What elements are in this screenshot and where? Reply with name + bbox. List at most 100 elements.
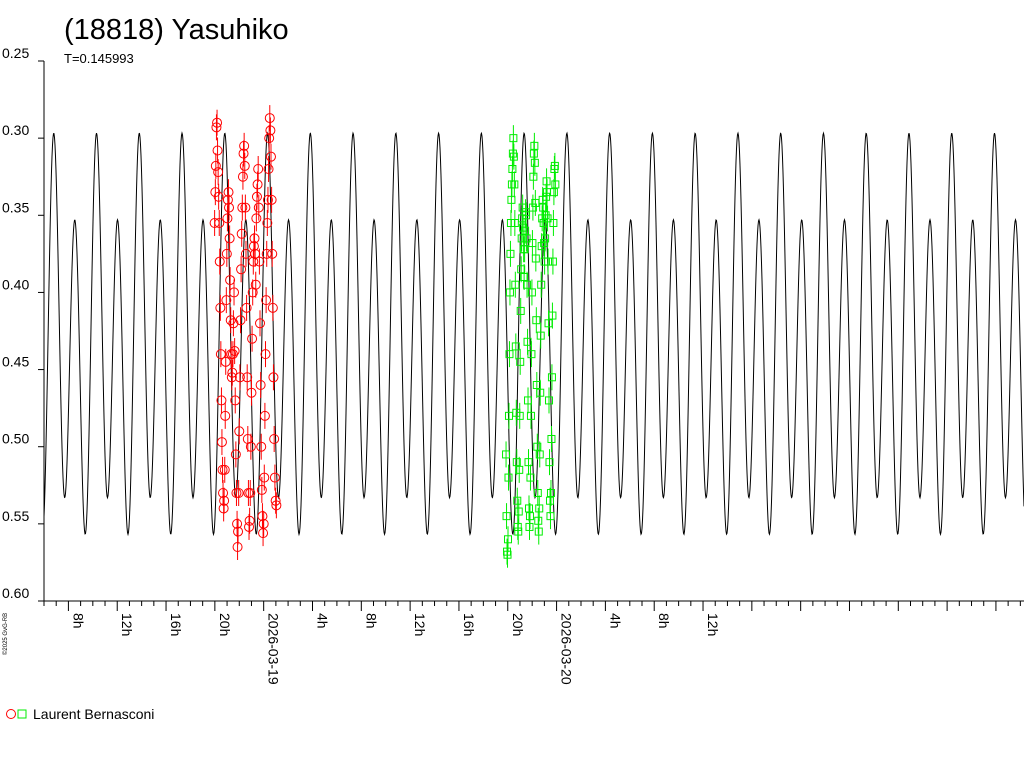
data-point-square bbox=[504, 473, 513, 482]
x-tick-label: 4h bbox=[314, 613, 330, 629]
legend: Laurent Bernasconi bbox=[6, 706, 154, 722]
data-point-square bbox=[532, 316, 541, 325]
data-point-square bbox=[514, 527, 523, 536]
x-tick-label: 20h bbox=[510, 613, 526, 636]
data-point-square bbox=[547, 373, 556, 382]
data-point-square bbox=[526, 411, 535, 420]
data-point-circle bbox=[215, 302, 226, 313]
data-point-circle bbox=[232, 518, 243, 529]
data-point-square bbox=[527, 288, 536, 297]
data-point-circle bbox=[251, 213, 262, 224]
data-point-square bbox=[524, 396, 533, 405]
data-point-square bbox=[546, 489, 555, 497]
x-tick-label: 2026-03-19 bbox=[266, 613, 282, 685]
data-point-square bbox=[536, 331, 545, 340]
x-tick-label: 16h bbox=[168, 613, 184, 636]
y-tick-label: 0.45 bbox=[2, 354, 29, 370]
data-point-circle bbox=[255, 318, 266, 329]
data-point-square bbox=[530, 141, 539, 150]
data-point-circle bbox=[267, 248, 278, 259]
data-point-circle bbox=[250, 279, 261, 290]
data-point-square bbox=[521, 226, 530, 235]
data-point-square bbox=[533, 442, 542, 451]
legend-circle-marker bbox=[6, 709, 16, 719]
data-point-circle bbox=[214, 218, 225, 228]
data-point-circle bbox=[230, 395, 241, 406]
data-point-circle bbox=[212, 145, 223, 156]
data-point-square bbox=[536, 388, 545, 397]
data-point-circle bbox=[253, 202, 264, 213]
data-point-circle bbox=[260, 349, 271, 360]
data-point-circle bbox=[269, 434, 280, 444]
data-point-circle bbox=[259, 410, 270, 421]
data-point-square bbox=[523, 280, 532, 289]
data-point-circle bbox=[222, 194, 233, 205]
data-point-circle bbox=[214, 256, 225, 267]
data-point-circle bbox=[261, 295, 272, 306]
data-point-square bbox=[509, 134, 518, 143]
data-point-circle bbox=[262, 194, 273, 205]
data-point-square bbox=[551, 180, 560, 189]
data-point-circle bbox=[246, 387, 257, 398]
x-tick-label: 12h bbox=[705, 613, 721, 636]
data-point-circle bbox=[224, 202, 235, 213]
data-point-square bbox=[543, 214, 552, 223]
data-point-circle bbox=[253, 164, 264, 174]
data-point-circle bbox=[269, 472, 280, 483]
data-point-circle bbox=[270, 495, 281, 506]
x-tick-label: 2026-03-20 bbox=[559, 613, 575, 685]
data-point-circle bbox=[227, 349, 238, 360]
data-point-circle bbox=[255, 380, 266, 390]
data-point-circle bbox=[210, 160, 221, 171]
data-point-square bbox=[545, 396, 554, 405]
y-axis: 0.25 0.30 0.35 0.40 0.45 0.50 0.55 0.60 bbox=[2, 45, 45, 602]
data-point-circle bbox=[256, 441, 267, 452]
data-point-circle bbox=[222, 213, 233, 224]
data-point-circle bbox=[242, 372, 253, 383]
data-point-circle bbox=[219, 464, 230, 475]
data-point-square bbox=[509, 152, 518, 161]
data-point-circle bbox=[258, 518, 269, 529]
data-point-square bbox=[504, 535, 513, 544]
data-point-circle bbox=[233, 488, 244, 498]
data-point-square bbox=[505, 288, 514, 297]
y-tick-label: 0.30 bbox=[2, 122, 29, 138]
data-point-square bbox=[505, 350, 514, 359]
data-point-circle bbox=[228, 318, 239, 329]
data-point-circle bbox=[225, 275, 236, 286]
data-point-square bbox=[517, 265, 526, 274]
data-point-square bbox=[526, 473, 535, 482]
data-point-circle bbox=[267, 302, 278, 313]
x-tick-label: 8h bbox=[70, 613, 86, 629]
data-point-circle bbox=[265, 151, 276, 162]
data-point-circle bbox=[261, 248, 272, 259]
data-point-circle bbox=[238, 148, 249, 159]
data-point-square bbox=[511, 342, 520, 351]
x-tick-label: 4h bbox=[607, 613, 623, 629]
data-point-square bbox=[537, 280, 546, 289]
data-point-circle bbox=[234, 426, 245, 437]
data-point-circle bbox=[262, 218, 273, 228]
data-points-layer bbox=[209, 105, 560, 568]
data-point-square bbox=[550, 161, 559, 170]
data-point-circle bbox=[211, 122, 222, 133]
data-point-square bbox=[535, 450, 544, 459]
data-point-square bbox=[548, 257, 557, 266]
data-point-square bbox=[506, 249, 515, 258]
data-point-square bbox=[502, 512, 511, 521]
data-point-circle bbox=[233, 526, 244, 537]
data-point-square bbox=[535, 504, 544, 513]
data-point-square bbox=[549, 219, 558, 227]
data-point-circle bbox=[256, 484, 267, 495]
data-point-circle bbox=[265, 125, 276, 136]
data-point-circle bbox=[213, 191, 224, 202]
data-point-square bbox=[529, 172, 538, 181]
data-point-circle bbox=[224, 233, 235, 244]
data-point-circle bbox=[248, 241, 259, 252]
data-point-square bbox=[548, 311, 557, 320]
data-point-circle bbox=[244, 515, 255, 526]
data-point-circle bbox=[225, 315, 236, 326]
y-tick-label: 0.25 bbox=[2, 45, 29, 61]
x-tick-label: 12h bbox=[119, 613, 135, 636]
